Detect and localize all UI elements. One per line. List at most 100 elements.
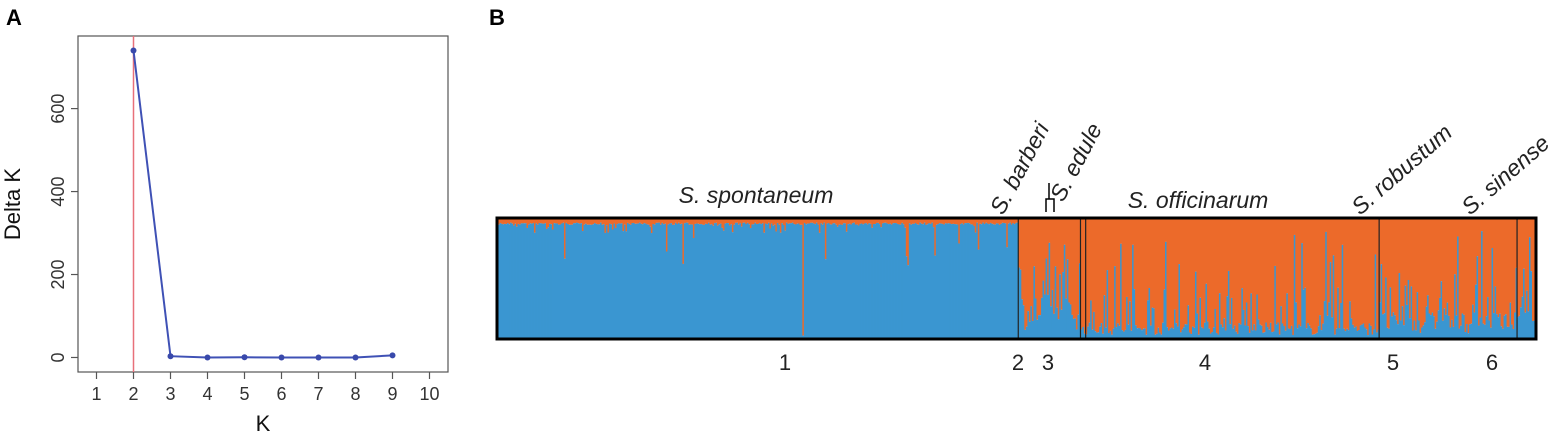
ancestry-bar-blue bbox=[1209, 333, 1212, 338]
ancestry-bar-blue bbox=[511, 223, 514, 338]
ancestry-bar-blue bbox=[1455, 315, 1458, 338]
ancestry-bar-orange bbox=[1484, 219, 1486, 325]
ancestry-bar-blue bbox=[754, 222, 757, 338]
ancestry-bar-blue bbox=[680, 223, 683, 338]
ancestry-bar-orange bbox=[1205, 219, 1208, 284]
ancestry-bar-blue bbox=[646, 224, 649, 338]
ancestry-bar-blue bbox=[1305, 328, 1308, 338]
ancestry-bar-orange bbox=[1021, 219, 1024, 300]
ancestry-bar-blue bbox=[1135, 325, 1137, 338]
ancestry-bar-blue bbox=[1395, 320, 1398, 338]
ancestry-bar-orange bbox=[787, 219, 790, 224]
ancestry-bar-blue bbox=[787, 223, 790, 338]
ancestry-bar-blue bbox=[950, 224, 953, 338]
ancestry-bar-orange bbox=[1358, 219, 1361, 330]
ancestry-bar-orange bbox=[1182, 219, 1185, 328]
ancestry-bar-orange bbox=[770, 219, 773, 224]
ancestry-bar-blue bbox=[1056, 307, 1059, 338]
ancestry-bar-orange bbox=[668, 219, 671, 224]
ancestry-bar-orange bbox=[614, 219, 617, 228]
ancestry-bar-blue bbox=[835, 224, 838, 338]
ancestry-bar-orange bbox=[997, 219, 1000, 224]
ancestry-bar-blue bbox=[1156, 333, 1158, 338]
ancestry-bar-orange bbox=[1502, 219, 1504, 329]
ancestry-bar-orange bbox=[1433, 219, 1436, 317]
ancestry-bar-orange bbox=[1130, 219, 1133, 331]
ancestry-bar-blue bbox=[1196, 313, 1199, 338]
ancestry-bar-blue bbox=[1114, 266, 1117, 338]
ancestry-bar-blue bbox=[1436, 321, 1439, 338]
ancestry-bar-blue bbox=[803, 222, 806, 338]
ancestry-bar-blue bbox=[869, 223, 872, 338]
ancestry-bar-blue bbox=[647, 224, 650, 338]
ancestry-bar-orange bbox=[1068, 219, 1071, 303]
ancestry-bar-blue bbox=[796, 223, 799, 338]
ancestry-bar-blue bbox=[917, 224, 920, 338]
ancestry-bar-orange bbox=[1475, 219, 1477, 285]
ancestry-bar-blue bbox=[1376, 332, 1379, 338]
ancestry-bar-blue bbox=[800, 224, 803, 338]
ancestry-bar-blue bbox=[782, 225, 785, 338]
ancestry-bar-orange bbox=[790, 219, 793, 224]
ancestry-bar-blue bbox=[1174, 309, 1176, 338]
ancestry-bar-orange bbox=[530, 219, 533, 224]
ancestry-bar-orange bbox=[1106, 219, 1109, 271]
ancestry-bar-blue bbox=[739, 223, 742, 338]
ancestry-bar-blue bbox=[1335, 328, 1338, 338]
x-tick-label: 10 bbox=[419, 384, 439, 404]
ancestry-bar-orange bbox=[1298, 219, 1301, 325]
ancestry-bar-orange bbox=[1259, 219, 1262, 325]
ancestry-bar-blue bbox=[842, 223, 845, 338]
ancestry-bar-orange bbox=[1416, 219, 1419, 293]
ancestry-bar-orange bbox=[1230, 219, 1233, 298]
ancestry-bar-blue bbox=[745, 223, 748, 338]
ancestry-bar-orange bbox=[910, 219, 913, 225]
ancestry-bar-blue bbox=[1127, 324, 1130, 338]
ancestry-bar-blue bbox=[1068, 302, 1071, 338]
ancestry-bar-orange bbox=[1394, 219, 1397, 316]
ancestry-bar-orange bbox=[1144, 219, 1146, 329]
ancestry-bar-blue bbox=[1188, 332, 1191, 338]
ancestry-bar-orange bbox=[956, 219, 959, 225]
ancestry-bar-blue bbox=[880, 227, 883, 338]
ancestry-bar-blue bbox=[1454, 274, 1456, 338]
ancestry-bar-orange bbox=[1278, 219, 1281, 335]
ancestry-bar-blue bbox=[874, 224, 877, 338]
ancestry-bar-blue bbox=[1331, 317, 1334, 338]
ancestry-bar-orange bbox=[643, 219, 646, 224]
ancestry-bar-blue bbox=[770, 223, 773, 338]
ancestry-bar-orange bbox=[640, 219, 643, 224]
ancestry-bar-orange bbox=[761, 219, 764, 224]
ancestry-bar-orange bbox=[823, 219, 826, 223]
ancestry-bar-orange bbox=[743, 219, 746, 223]
ancestry-bar-orange bbox=[829, 219, 832, 225]
ancestry-bar-orange bbox=[1359, 219, 1362, 326]
ancestry-bar-orange bbox=[1187, 219, 1190, 306]
ancestry-bar-orange bbox=[1383, 219, 1386, 314]
ancestry-bar-orange bbox=[1293, 219, 1296, 235]
ancestry-bar-blue bbox=[1185, 324, 1188, 338]
ancestry-bar-orange bbox=[1069, 219, 1072, 305]
ancestry-bar-orange bbox=[1479, 219, 1482, 318]
ancestry-bar-blue bbox=[1292, 334, 1295, 338]
ancestry-bar-orange bbox=[1446, 219, 1449, 303]
ancestry-bar-blue bbox=[1175, 323, 1178, 338]
ancestry-bar-blue bbox=[1154, 334, 1157, 338]
ancestry-bar-blue bbox=[1509, 302, 1512, 338]
ancestry-bar-orange bbox=[1508, 219, 1510, 327]
ancestry-bar-blue bbox=[821, 224, 824, 338]
ancestry-bar-blue bbox=[1338, 328, 1341, 338]
ancestry-bar-orange bbox=[863, 219, 866, 224]
ancestry-bar-blue bbox=[1132, 244, 1134, 338]
ancestry-bar-orange bbox=[677, 219, 680, 223]
ancestry-bar-orange bbox=[802, 219, 805, 336]
ancestry-bar-orange bbox=[1505, 219, 1507, 315]
ancestry-bar-orange bbox=[1280, 219, 1283, 307]
ancestry-bar-orange bbox=[752, 219, 755, 225]
ancestry-bar-orange bbox=[1185, 219, 1188, 325]
cluster-number: 5 bbox=[1387, 350, 1399, 375]
ancestry-bar-blue bbox=[911, 223, 914, 338]
ancestry-bar-orange bbox=[577, 219, 580, 224]
ancestry-bar-blue bbox=[899, 224, 902, 338]
